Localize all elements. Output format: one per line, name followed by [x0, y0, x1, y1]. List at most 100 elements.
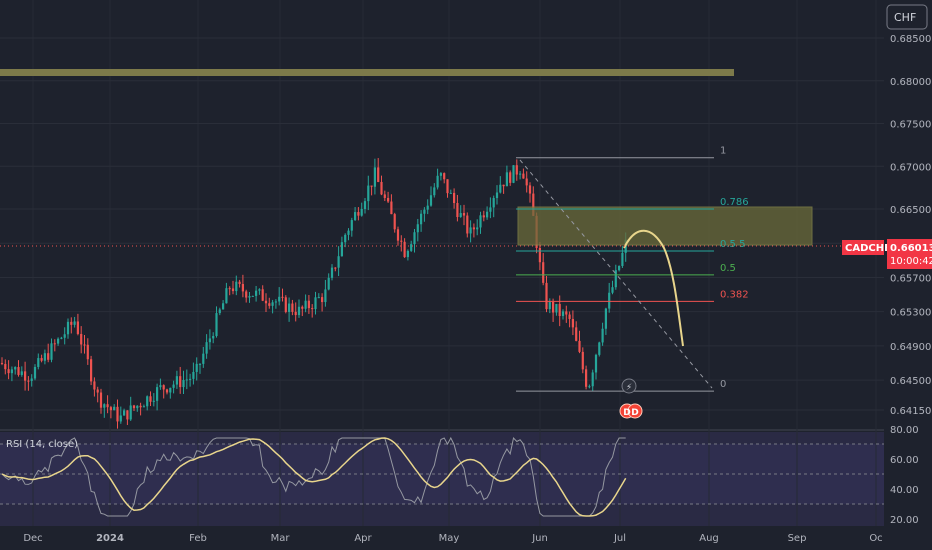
candle-body	[525, 178, 528, 186]
candle-body	[439, 173, 442, 176]
candle-body	[588, 386, 591, 388]
time-tick-label: Mar	[271, 533, 291, 544]
candle-body	[482, 215, 485, 218]
candle-body	[264, 300, 268, 304]
candle-body	[152, 400, 155, 402]
time-tick-label: Jul	[613, 533, 626, 544]
time-tick-label: Dec	[23, 533, 42, 544]
candle-body	[403, 241, 406, 258]
candle-body	[327, 277, 330, 290]
candle-body	[601, 328, 604, 343]
time-tick-label: Jun	[531, 533, 548, 544]
candle-body	[370, 185, 373, 187]
candle-body	[528, 185, 532, 194]
candle-body	[469, 227, 472, 234]
candle-body	[446, 179, 449, 194]
candle-body	[109, 407, 112, 411]
fib-trend-line	[519, 159, 713, 389]
candle-body	[522, 173, 525, 179]
time-tick-label: Sep	[788, 533, 807, 544]
candle-body	[558, 303, 561, 317]
candle-body	[86, 344, 89, 360]
candle-body	[456, 203, 459, 217]
candle-body	[182, 380, 185, 388]
candle-body	[611, 287, 614, 293]
price-tick-label: 0.68000	[890, 77, 931, 88]
price-tick-label: 0.66500	[890, 205, 931, 216]
candle-body	[106, 404, 109, 408]
fib-level-label: 1	[720, 146, 726, 157]
candle-body	[99, 392, 103, 408]
candle-body	[429, 195, 433, 206]
candle-body	[202, 353, 205, 364]
candle-body	[93, 381, 96, 390]
candle-body	[377, 167, 380, 182]
candle-body	[96, 389, 99, 393]
lightning-icon[interactable]	[621, 378, 637, 394]
candle-body	[604, 308, 607, 329]
price-tick-label: 0.64500	[890, 376, 931, 387]
candle-body	[40, 358, 43, 361]
candle-body	[340, 242, 343, 257]
rsi-tick-label: 80.00	[890, 425, 919, 436]
candle-body	[119, 415, 122, 422]
rsi-tick-label: 60.00	[890, 455, 919, 466]
candle-body	[598, 342, 601, 355]
candle-body	[330, 267, 334, 278]
price-tick-label: 0.67000	[890, 162, 931, 173]
candle-body	[208, 338, 211, 343]
candle-body	[248, 296, 251, 298]
candle-body	[568, 314, 571, 319]
candle-body	[212, 336, 215, 339]
event-markers[interactable]: ⚡ D D	[619, 378, 643, 419]
candle-body	[222, 303, 225, 310]
candle-body	[225, 288, 228, 304]
candle-body	[495, 192, 499, 199]
candle-body	[83, 344, 86, 346]
candle-body	[545, 282, 548, 310]
candle-body	[472, 227, 475, 230]
candle-body	[334, 267, 337, 269]
currency-label: CHF	[894, 11, 916, 24]
candle-body	[7, 369, 10, 374]
candle-body	[453, 192, 456, 204]
candle-body	[228, 288, 231, 290]
time-axis[interactable]: Dec 2024 Feb Mar Apr May Jun Jul Aug Sep Oc	[23, 533, 882, 544]
candle-body	[466, 215, 469, 234]
candle-body	[139, 405, 142, 408]
candle-body	[291, 303, 294, 312]
candle-body	[561, 311, 565, 317]
news-icon-2[interactable]	[627, 403, 643, 419]
candle-body	[24, 371, 27, 381]
rsi-tick-label: 40.00	[890, 485, 919, 496]
candle-body	[288, 303, 291, 312]
candle-body	[10, 369, 13, 374]
candle-body	[618, 265, 621, 271]
candle-body	[489, 207, 492, 212]
fib-level-label: 0	[720, 379, 726, 390]
supply-zone	[517, 206, 813, 246]
candle-body	[449, 192, 452, 194]
candle-body	[360, 209, 363, 216]
candle-body	[159, 385, 162, 388]
candle-body	[594, 354, 598, 373]
candle-body	[400, 240, 403, 242]
candle-body	[433, 187, 436, 196]
candle-body	[261, 289, 264, 301]
candle-body	[311, 308, 314, 310]
candle-body	[317, 297, 320, 299]
symbol-tag: CADCHF	[842, 240, 891, 255]
candle-body	[218, 309, 221, 314]
candle-body	[281, 296, 284, 298]
candle-body	[337, 256, 340, 268]
candle-body	[189, 378, 192, 380]
currency-badge[interactable]: CHF	[886, 4, 928, 30]
candle-body	[350, 220, 353, 231]
news-glyph-2: D	[631, 408, 638, 418]
countdown-label: 10:00:42	[890, 256, 932, 267]
candle-body	[578, 340, 581, 352]
candle-body	[235, 281, 238, 292]
candlestick-series	[0, 158, 627, 429]
news-glyph-1: D	[623, 408, 630, 418]
candle-body	[156, 387, 159, 401]
